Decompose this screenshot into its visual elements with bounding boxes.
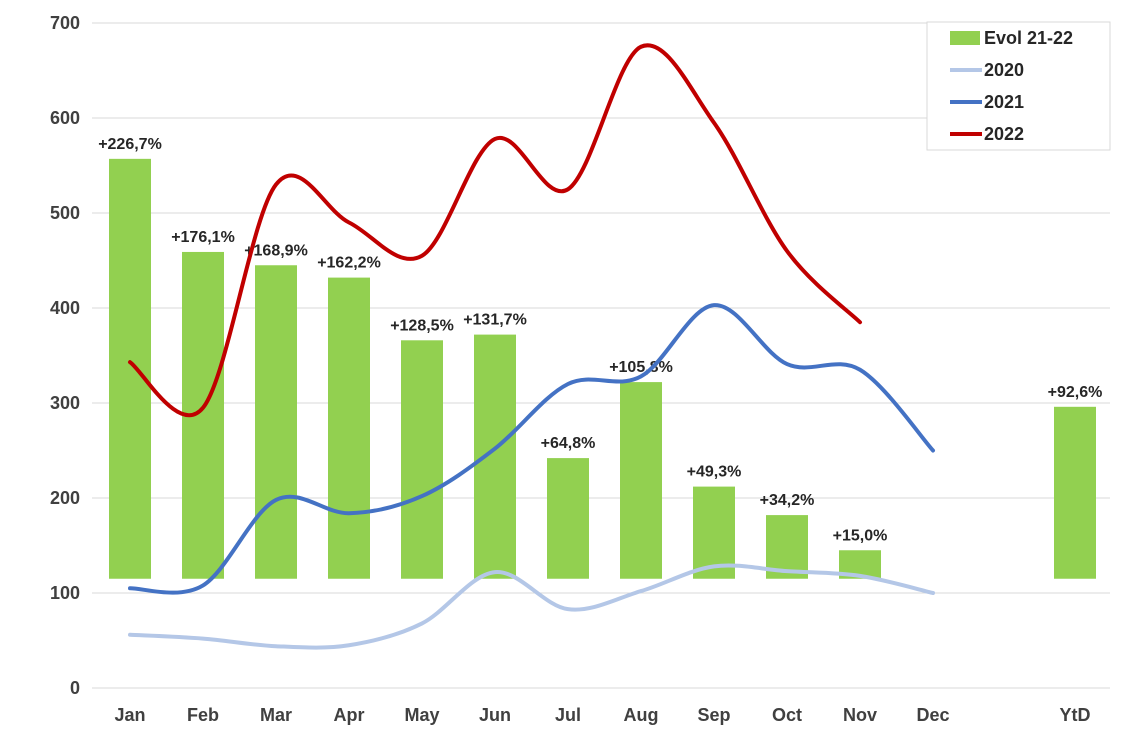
legend-label: Evol 21-22: [984, 28, 1073, 48]
y-tick-label: 400: [50, 298, 80, 318]
bar: [620, 382, 662, 579]
bar-data-label: +131,7%: [463, 312, 527, 329]
line-series-2020: [128, 563, 935, 650]
bar-series-evol: +226,7% +176,1% +168,9% +162,2% +128,5% +131,…: [98, 136, 1102, 579]
x-tick-label: Mar: [260, 705, 292, 725]
x-tick-label: Jan: [114, 705, 145, 725]
legend-label: 2021: [984, 92, 1024, 112]
x-tick-label: Apr: [334, 705, 365, 725]
legend: Evol 21-22 2020 2021 2022: [926, 21, 1111, 151]
x-tick-label: Oct: [772, 705, 802, 725]
x-tick-label: May: [404, 705, 439, 725]
bar: [547, 458, 589, 579]
x-tick-label: Aug: [624, 705, 659, 725]
bar-data-label: +15,0%: [833, 527, 888, 544]
bar: [328, 277, 370, 579]
y-tick-label: 300: [50, 393, 80, 413]
bar-data-label: +105,8%: [609, 359, 673, 376]
x-tick-label: Jun: [479, 705, 511, 725]
x-tick-label: Jul: [555, 705, 581, 725]
legend-swatch: [950, 31, 980, 45]
bar: [109, 158, 151, 579]
bar-data-label: +49,3%: [687, 464, 742, 481]
x-tick-label: Feb: [187, 705, 219, 725]
bar-data-label: +226,7%: [98, 136, 162, 153]
y-tick-label: 600: [50, 108, 80, 128]
line-series-2022: [128, 43, 862, 418]
bar-data-label: +34,2%: [760, 492, 815, 509]
y-tick-label: 200: [50, 488, 80, 508]
bar: [1054, 406, 1096, 579]
bar: [474, 334, 516, 579]
bar: [693, 486, 735, 579]
bar-data-label: +64,8%: [541, 435, 596, 452]
bar-data-label: +92,6%: [1048, 384, 1103, 401]
bar-data-label: +168,9%: [244, 242, 308, 259]
y-tick-label: 100: [50, 583, 80, 603]
x-tick-label: Nov: [843, 705, 877, 725]
bar: [401, 340, 443, 579]
y-tick-label: 700: [50, 13, 80, 33]
x-tick-label: Sep: [697, 705, 730, 725]
x-axis: Jan Feb Mar Apr May Jun Jul Aug Sep Oct Nov Dec YtD: [114, 705, 1090, 725]
bar-data-label: +176,1%: [171, 229, 235, 246]
bar-data-label: +128,5%: [390, 317, 454, 334]
line-series-2021: [128, 303, 935, 595]
x-tick-label: Dec: [916, 705, 949, 725]
legend-label: 2020: [984, 60, 1024, 80]
legend-label: 2022: [984, 124, 1024, 144]
x-tick-label: YtD: [1060, 705, 1091, 725]
y-axis: 0 100 200 300 400 500 600 700: [50, 13, 80, 698]
line-series: [128, 43, 935, 650]
y-tick-label: 0: [70, 678, 80, 698]
bar: [255, 265, 297, 579]
bar-data-label: +162,2%: [317, 255, 381, 272]
y-tick-label: 500: [50, 203, 80, 223]
